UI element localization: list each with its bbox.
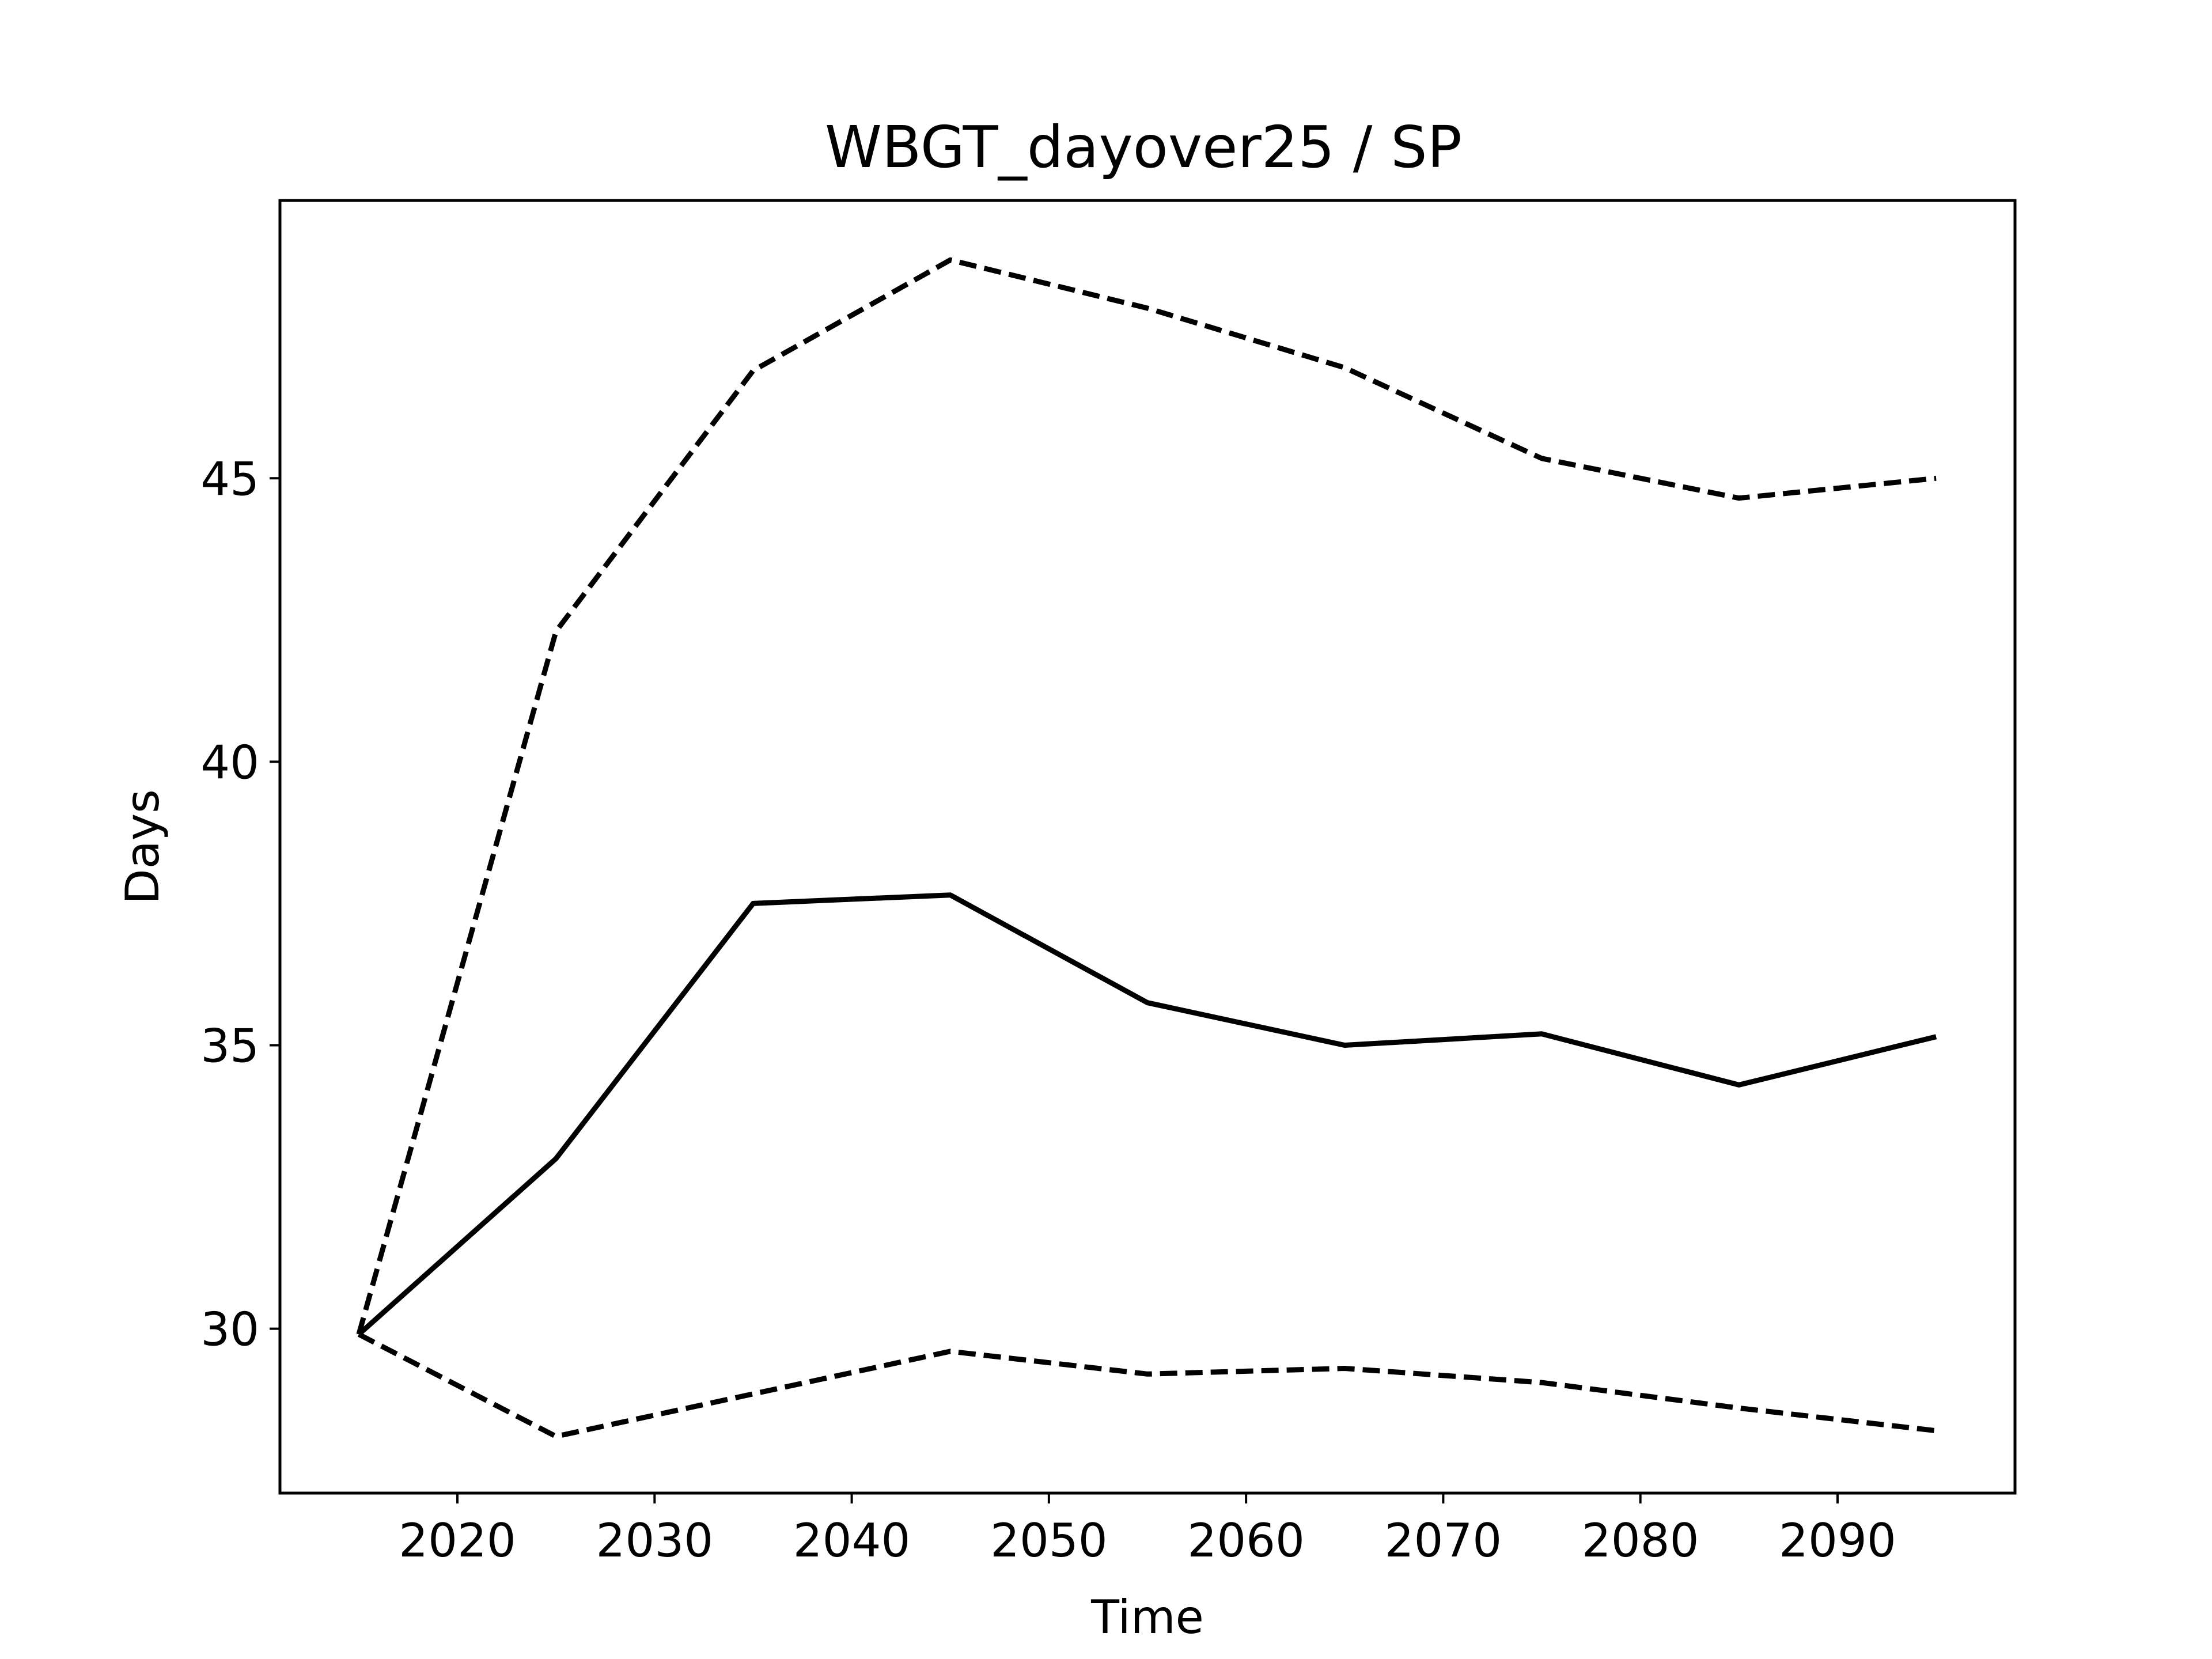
series-line-1-solid <box>357 892 1937 1336</box>
chart-title: WBGT_dayover25 / SP <box>825 113 1462 181</box>
x-tick-label: 2090 <box>1779 1514 1896 1567</box>
x-tick-label: 2060 <box>1187 1514 1305 1567</box>
plot-frame <box>278 199 2017 1495</box>
series-layer <box>356 257 1937 1440</box>
y-tick-label: 45 <box>200 452 259 506</box>
series-line-3-dashed <box>357 1332 1937 1440</box>
x-tick-label: 2070 <box>1385 1514 1502 1567</box>
y-tick-label: 30 <box>200 1303 259 1357</box>
series-line-2-dashed <box>356 257 1937 1335</box>
y-axis-label: Days <box>116 789 169 904</box>
x-tick-label: 2080 <box>1582 1514 1699 1567</box>
x-axis-label: Time <box>1090 1590 1204 1644</box>
x-axis-ticks: 2020 2030 2040 2050 2060 2070 2080 2090 <box>399 1493 1896 1567</box>
x-tick-label: 2040 <box>793 1514 911 1567</box>
y-axis-ticks: 30 35 40 45 <box>200 452 280 1357</box>
y-tick-label: 40 <box>200 736 259 789</box>
x-tick-label: 2050 <box>990 1514 1108 1567</box>
y-tick-label: 35 <box>200 1019 259 1073</box>
x-tick-label: 2020 <box>399 1514 516 1567</box>
x-tick-label: 2030 <box>596 1514 714 1567</box>
